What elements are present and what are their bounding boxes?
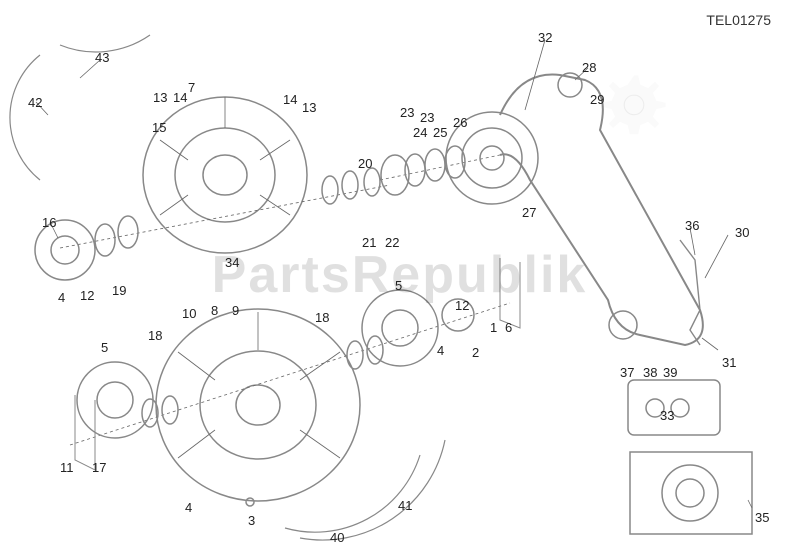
callout-6: 6 (505, 320, 512, 335)
callout-38: 38 (643, 365, 657, 380)
callout-40: 40 (330, 530, 344, 545)
callout-13: 13 (302, 100, 316, 115)
callout-34: 34 (225, 255, 239, 270)
callout-5: 5 (101, 340, 108, 355)
callout-39: 39 (663, 365, 677, 380)
callout-30: 30 (735, 225, 749, 240)
callout-23: 23 (420, 110, 434, 125)
callout-25: 25 (433, 125, 447, 140)
callout-12: 12 (80, 288, 94, 303)
callout-18: 18 (315, 310, 329, 325)
callout-9: 9 (232, 303, 239, 318)
callout-21: 21 (362, 235, 376, 250)
callout-14: 14 (173, 90, 187, 105)
callout-33: 33 (660, 408, 674, 423)
callout-8: 8 (211, 303, 218, 318)
callout-4: 4 (58, 290, 65, 305)
callout-18: 18 (148, 328, 162, 343)
callout-42: 42 (28, 95, 42, 110)
gear-icon (599, 65, 669, 135)
callout-32: 32 (538, 30, 552, 45)
drawing-id-label: TEL01275 (706, 12, 771, 28)
callout-31: 31 (722, 355, 736, 370)
diagram-canvas: TEL01275 (0, 0, 799, 550)
callout-26: 26 (453, 115, 467, 130)
callout-28: 28 (582, 60, 596, 75)
callout-29: 29 (590, 92, 604, 107)
callout-35: 35 (755, 510, 769, 525)
callout-16: 16 (42, 215, 56, 230)
callout-12: 12 (455, 298, 469, 313)
callout-11: 11 (60, 460, 74, 475)
schematic-svg (0, 0, 799, 550)
callout-17: 17 (92, 460, 106, 475)
callout-24: 24 (413, 125, 427, 140)
callout-20: 20 (358, 156, 372, 171)
callout-4: 4 (437, 343, 444, 358)
callout-1: 1 (490, 320, 497, 335)
callout-36: 36 (685, 218, 699, 233)
callout-15: 15 (152, 120, 166, 135)
callout-3: 3 (248, 513, 255, 528)
callout-23: 23 (400, 105, 414, 120)
callout-14: 14 (283, 92, 297, 107)
callout-5: 5 (395, 278, 402, 293)
callout-13: 13 (153, 90, 167, 105)
callout-7: 7 (188, 80, 195, 95)
callout-4: 4 (185, 500, 192, 515)
callout-37: 37 (620, 365, 634, 380)
callout-10: 10 (182, 306, 196, 321)
callout-43: 43 (95, 50, 109, 65)
callout-2: 2 (472, 345, 479, 360)
callout-27: 27 (522, 205, 536, 220)
callout-19: 19 (112, 283, 126, 298)
callout-22: 22 (385, 235, 399, 250)
callout-41: 41 (398, 498, 412, 513)
